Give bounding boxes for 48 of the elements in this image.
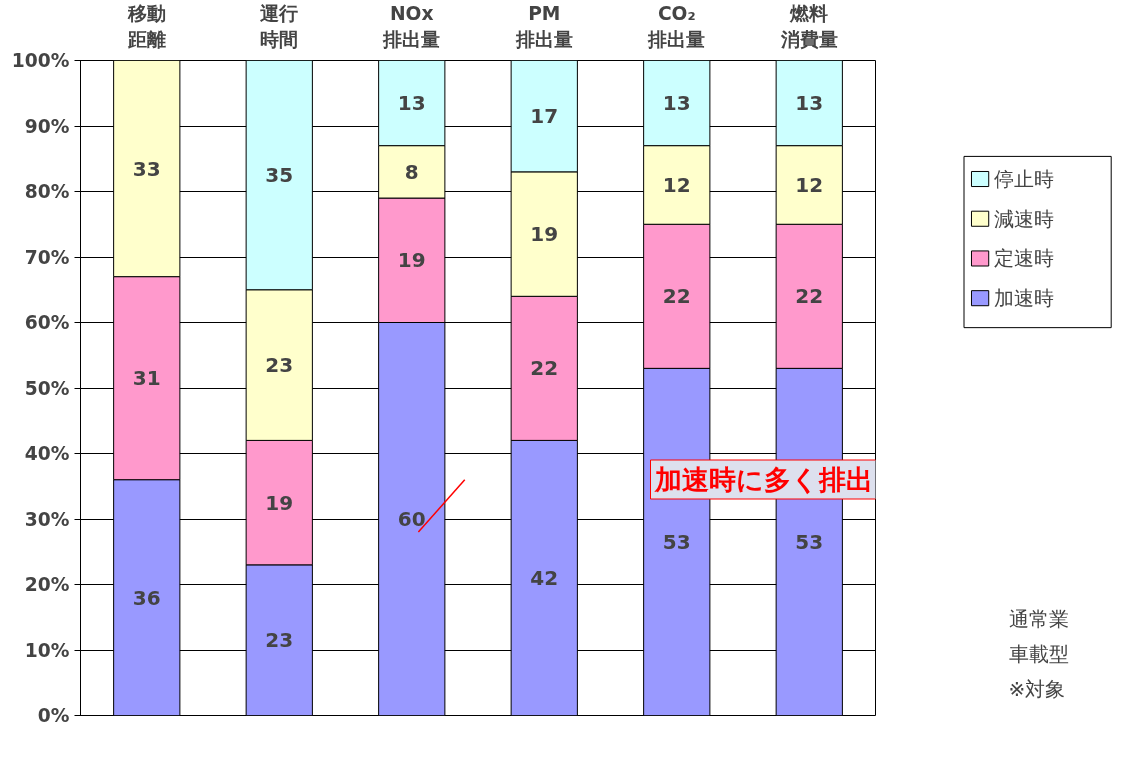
y-tick-label: 30%: [24, 508, 70, 530]
data-label: 17: [530, 104, 559, 129]
data-label: 13: [662, 91, 691, 116]
data-label: 60: [397, 507, 426, 531]
data-label: 42: [530, 565, 559, 590]
data-label: 22: [795, 284, 824, 309]
data-label: 36: [132, 585, 161, 610]
text: 車載型: [1008, 641, 1069, 666]
x-tick-label: PM 排出量: [514, 3, 573, 50]
data-label: 33: [132, 156, 161, 181]
legend-label: 停止時: [993, 167, 1054, 192]
data-label: 22: [530, 356, 559, 381]
y-tick-label: 60%: [24, 312, 70, 333]
annotation: 加速時に多く排出: [653, 464, 873, 495]
x-tick-label: NOx 排出量: [382, 3, 441, 50]
y-tick-label: 90%: [24, 115, 70, 137]
data-label: 19: [265, 490, 294, 515]
x-tick-label: 燃料消費量: [779, 3, 838, 50]
y-tick-label: 0%: [37, 705, 70, 726]
legend-label: 減速時: [993, 206, 1054, 231]
x-tick-label: 運行時間: [259, 3, 299, 50]
data-label: 35: [265, 163, 294, 188]
legend-label: 定速時: [993, 246, 1054, 271]
y-tick-label: 50%: [24, 377, 70, 399]
data-label: 13: [795, 91, 824, 116]
y-tick-label: 40%: [24, 443, 70, 464]
data-label: 23: [265, 353, 294, 378]
data-label: 31: [132, 366, 161, 391]
text: 通常業: [1008, 606, 1069, 631]
x-tick-label: CO₂ 排出量: [647, 3, 706, 50]
data-label: 12: [662, 172, 691, 197]
y-tick-label: 10%: [24, 639, 70, 661]
data-label: 53: [795, 529, 824, 554]
data-label: 19: [397, 248, 426, 273]
legend-label: 加速時: [993, 286, 1054, 311]
y-tick-label: 70%: [24, 246, 70, 268]
data-label: 23: [265, 628, 294, 653]
data-label: 53: [662, 529, 691, 554]
y-tick-label: 100%: [11, 50, 70, 71]
data-label: 13: [397, 91, 426, 116]
x-tick-label: 移動距離: [126, 3, 166, 50]
data-label: 8: [404, 159, 419, 184]
text: ※対象: [1008, 676, 1066, 701]
y-tick-label: 80%: [24, 181, 70, 202]
data-label: 12: [795, 172, 824, 197]
data-label: 19: [530, 222, 559, 247]
y-tick-label: 20%: [24, 574, 70, 595]
data-label: 22: [662, 284, 691, 309]
